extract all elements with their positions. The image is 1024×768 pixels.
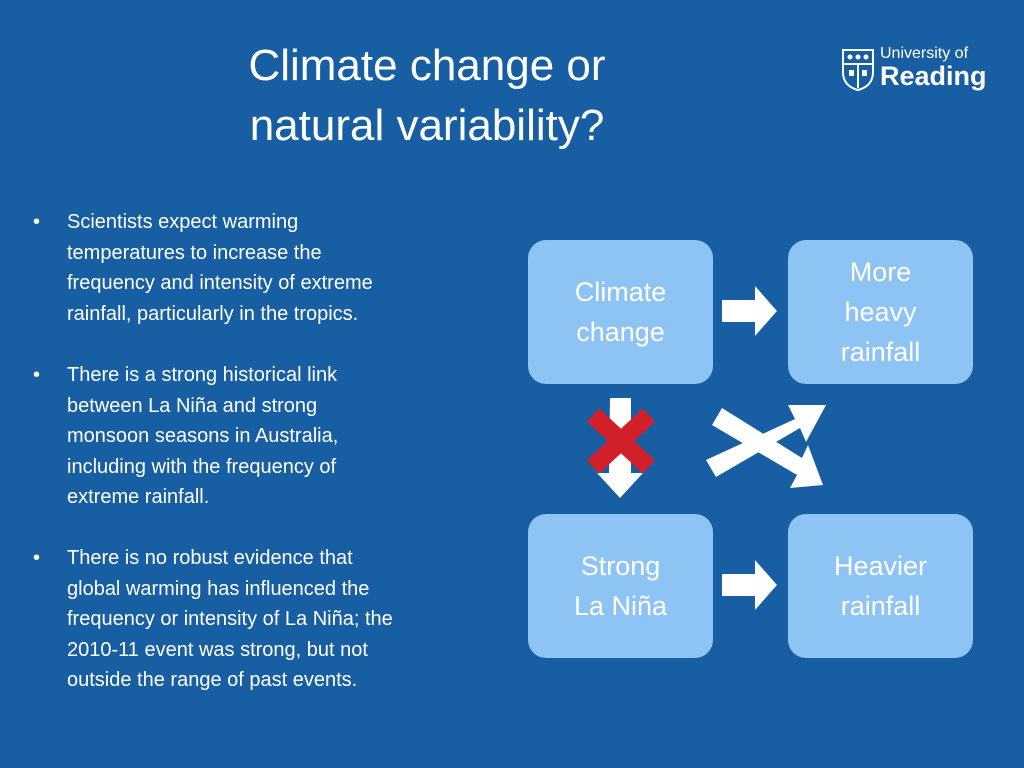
- bullet-marker: •: [33, 364, 41, 386]
- node-label: La Niña: [573, 591, 668, 621]
- node: Heavier rainfall: [788, 514, 973, 658]
- logo-text: Reading: [880, 61, 987, 91]
- node-label: heavy: [844, 297, 917, 327]
- bullet-line: There is a strong historical link: [67, 364, 338, 386]
- node-label: More: [849, 257, 912, 287]
- bullet-marker: •: [33, 211, 41, 233]
- node: Strong La Niña: [528, 514, 713, 658]
- bullet-line: outside the range of past events.: [67, 669, 358, 691]
- bullet-line: temperatures to increase the: [67, 241, 322, 264]
- bullet-line: global warming has influenced the: [67, 577, 370, 600]
- node-label: Climate: [574, 277, 667, 307]
- bullet: • There is a strong historical link betwee…: [33, 360, 339, 513]
- logo-shield: [842, 49, 874, 92]
- logo-text: University of: [880, 45, 969, 62]
- node-label: Strong: [580, 551, 661, 581]
- bullet: • Scientists expect warming temperatures t…: [33, 207, 373, 329]
- node: More heavy rainfall: [788, 240, 973, 384]
- bullet-line: Scientists expect warming: [67, 211, 299, 233]
- arrow-diagonal-up: [706, 405, 826, 477]
- bullet-line: between La Niña and strong: [67, 394, 318, 417]
- node-label: rainfall: [840, 337, 921, 367]
- bullet-line: including with the frequency of: [67, 455, 337, 478]
- node-label: rainfall: [840, 591, 921, 621]
- node-label: Heavier: [833, 551, 928, 581]
- bullet-line: frequency and intensity of extreme: [67, 272, 373, 294]
- bullet-line: extreme rainfall.: [67, 486, 210, 508]
- bullet-line: 2010-11 event was strong, but not: [67, 638, 368, 661]
- arrow-right: [722, 560, 777, 610]
- bullet: • There is no robust evidence that global …: [33, 543, 393, 696]
- title-line: Climate change or: [248, 41, 606, 90]
- arrow-diagonal-down: [712, 408, 823, 488]
- node-label: change: [576, 317, 665, 347]
- bullet-marker: •: [33, 547, 41, 569]
- bullet-line: There is no robust evidence that: [67, 547, 353, 569]
- bullet-line: rainfall, particularly in the tropics.: [67, 302, 359, 325]
- logo: University of Reading: [880, 46, 987, 90]
- arrow-right: [722, 286, 777, 336]
- red-cross: [586, 408, 656, 474]
- bullet-line: monsoon seasons in Australia,: [67, 425, 339, 447]
- title: Climate change or natural variability?: [180, 36, 674, 156]
- bullet-line: frequency or intensity of La Niña; the: [67, 608, 393, 630]
- node: Climate change: [528, 240, 713, 384]
- title-line: natural variability?: [249, 101, 605, 150]
